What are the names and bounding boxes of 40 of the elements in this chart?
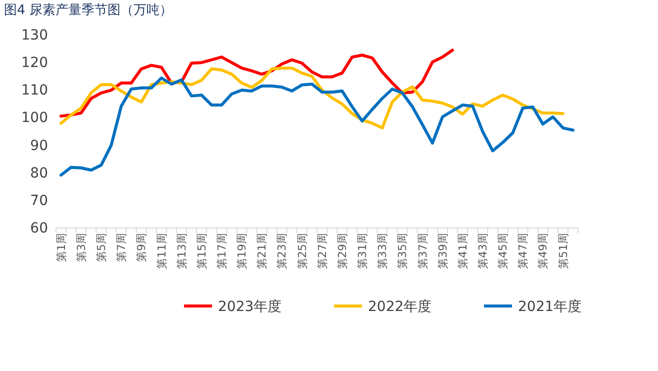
x-tick-label: 第43周 xyxy=(476,233,490,269)
x-tick-label: 第11周 xyxy=(155,233,168,269)
x-tick-label: 第15周 xyxy=(195,233,208,269)
x-tick-label: 第31周 xyxy=(356,233,370,269)
x-tick-label: 第35周 xyxy=(396,233,410,269)
x-tick-label: 第19周 xyxy=(236,233,249,269)
legend-label: 2021年度 xyxy=(518,299,582,315)
x-tick-label: 第1周 xyxy=(54,233,68,262)
x-tick-label: 第21周 xyxy=(256,233,269,269)
x-tick-label: 第17周 xyxy=(215,233,228,269)
x-tick-label: 第41周 xyxy=(456,233,470,269)
x-tick-label: 第9周 xyxy=(135,233,148,262)
x-tick-label: 第3周 xyxy=(74,233,88,262)
y-tick-label: 70 xyxy=(30,192,48,209)
x-tick-label: 第39周 xyxy=(436,233,450,269)
x-tick-label: 第37周 xyxy=(416,233,430,269)
x-tick-label: 第7周 xyxy=(115,233,128,262)
x-tick-label: 第29周 xyxy=(336,233,349,269)
chart-title: 图4 尿素产量季节图（万吨） xyxy=(4,3,172,18)
y-tick-label: 60 xyxy=(30,220,48,236)
legend-label: 2022年度 xyxy=(368,299,432,315)
y-tick-label: 130 xyxy=(21,27,48,44)
y-tick-label: 110 xyxy=(21,82,48,99)
x-tick-label: 第33周 xyxy=(376,233,390,269)
y-tick-label: 120 xyxy=(21,55,48,72)
line-series xyxy=(60,48,454,118)
x-tick-label: 第51周 xyxy=(556,233,570,269)
x-tick-label: 第25周 xyxy=(296,233,309,269)
x-tick-label: 第27周 xyxy=(316,233,329,269)
x-tick-label: 第5周 xyxy=(95,233,108,262)
x-tick-label: 第45周 xyxy=(496,233,510,269)
x-tick-label: 第13周 xyxy=(175,233,188,269)
y-tick-label: 100 xyxy=(21,110,48,126)
x-tick-label: 第23周 xyxy=(276,233,289,269)
y-tick-label: 90 xyxy=(30,138,48,154)
y-tick-label: 80 xyxy=(30,165,48,182)
x-tick-label: 第49周 xyxy=(536,233,550,269)
legend-label: 2023年度 xyxy=(218,299,282,315)
x-tick-label: 第47周 xyxy=(516,233,530,269)
line-series xyxy=(60,76,574,177)
